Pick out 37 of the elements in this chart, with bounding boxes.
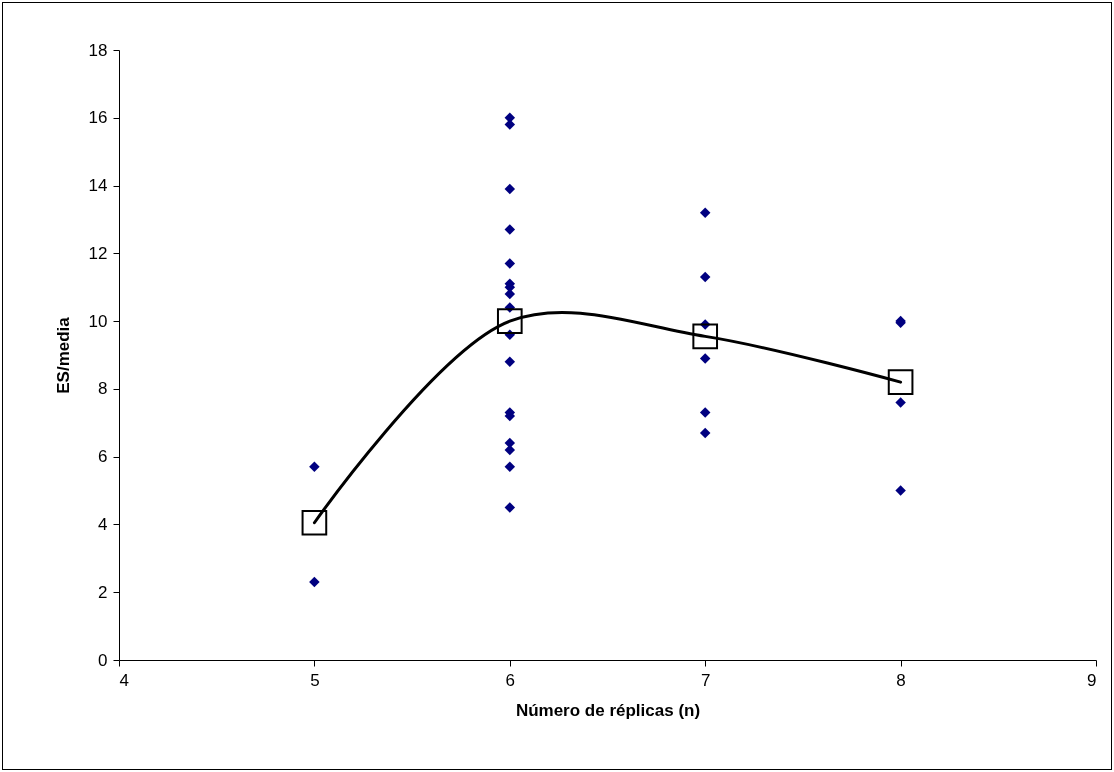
y-axis-title: ES/media <box>53 316 73 394</box>
point <box>504 258 516 269</box>
y-tick-label: 14 <box>88 176 108 196</box>
point <box>699 207 711 218</box>
y-tick-label: 0 <box>98 650 108 670</box>
x-axis-title: Número de réplicas (n) <box>515 700 701 720</box>
y-tick-label: 12 <box>88 243 108 263</box>
x-tick-label: 6 <box>505 670 516 690</box>
point <box>504 502 516 513</box>
point <box>504 224 516 235</box>
x-tick-label: 5 <box>310 670 320 690</box>
point <box>699 407 711 418</box>
point <box>699 271 711 283</box>
y-tick-label: 8 <box>98 379 108 399</box>
x-tick-label: 7 <box>700 670 711 690</box>
y-tick-label: 18 <box>88 40 108 60</box>
y-tick-label: 10 <box>88 311 108 331</box>
point <box>699 427 711 439</box>
point <box>309 461 320 473</box>
point <box>699 353 711 364</box>
x-tick-label: 4 <box>119 670 129 690</box>
point <box>504 356 516 368</box>
point <box>504 461 516 473</box>
y-tick-label: 16 <box>88 108 108 128</box>
point <box>504 183 516 195</box>
point <box>301 509 328 536</box>
point <box>895 485 906 496</box>
point <box>309 576 320 588</box>
y-tick-label: 6 <box>98 447 108 467</box>
point <box>496 308 523 334</box>
point <box>887 369 914 395</box>
x-tick-label: 8 <box>896 670 906 690</box>
y-tick-label: 4 <box>98 514 108 534</box>
x-tick-label: 9 <box>1087 670 1097 690</box>
y-tick-label: 2 <box>98 582 108 602</box>
point <box>895 397 906 408</box>
point <box>692 323 719 350</box>
